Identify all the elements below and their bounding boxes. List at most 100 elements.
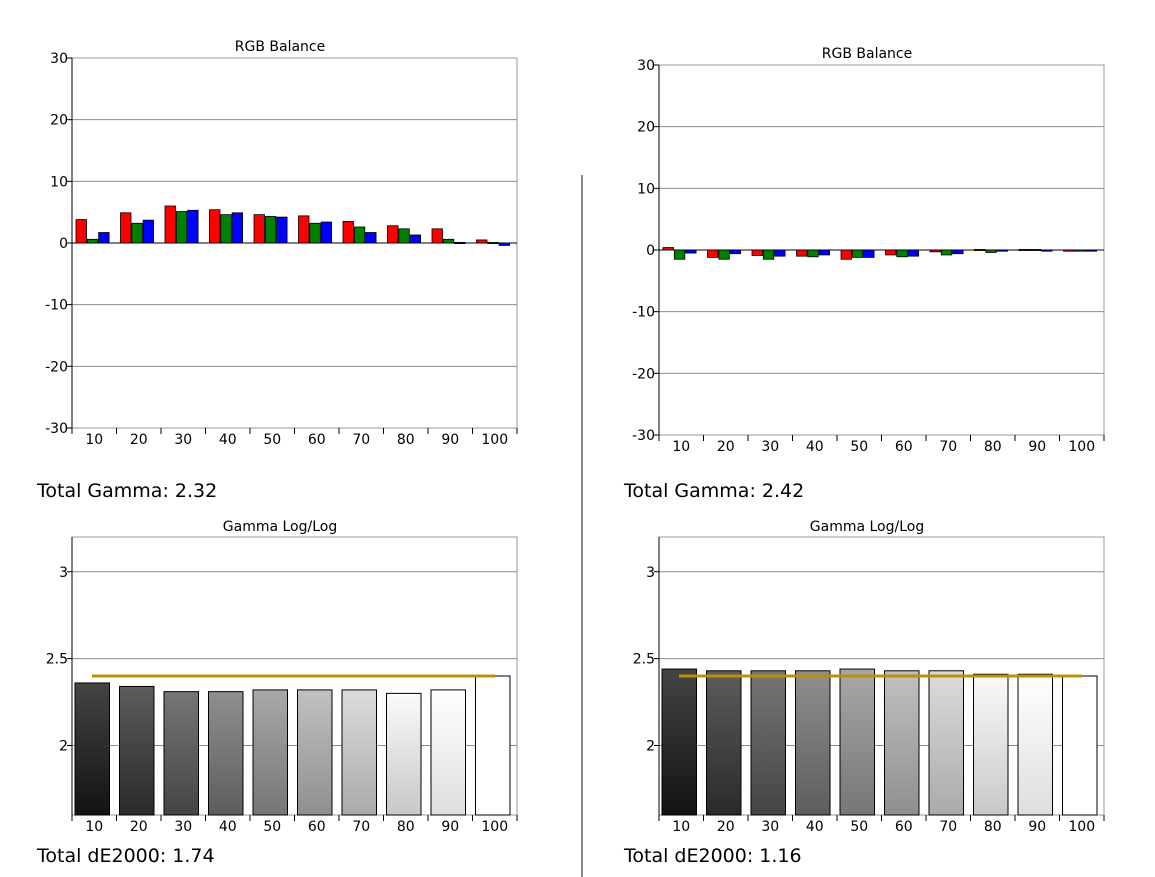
chart-title: RGB Balance [822, 46, 912, 62]
x-tick-label: 10 [672, 439, 690, 455]
x-tick-label: 90 [1028, 819, 1046, 835]
bar-green-80 [985, 249, 997, 253]
bar-blue-80 [996, 249, 1008, 252]
bar-green-10 [86, 238, 99, 244]
x-tick-label: 100 [481, 432, 508, 448]
bar-green-20 [131, 222, 143, 244]
bar-green-70 [940, 249, 953, 256]
bar-gamma-80 [386, 692, 422, 816]
x-tick-label: 70 [352, 432, 370, 448]
bar-red-100 [476, 239, 488, 244]
x-tick-label: 40 [219, 432, 237, 448]
x-tick-label: 30 [174, 819, 192, 835]
bar-red-60 [885, 249, 897, 256]
y-tick-label: 0 [646, 243, 655, 259]
bar-blue-40 [231, 212, 244, 244]
x-tick-label: 80 [397, 819, 415, 835]
total-gamma-label: Total Gamma: 2.32 [36, 480, 217, 502]
x-tick-label: 80 [984, 439, 1002, 455]
bar-gamma-50 [252, 689, 288, 816]
bar-red-20 [707, 249, 719, 258]
x-tick-label: 40 [806, 819, 824, 835]
rgb-balance-chart-right: RGB Balance Total Gamma: 2.42 3020100-10… [623, 46, 1105, 502]
x-tick-label: 50 [850, 439, 868, 455]
x-tick-label: 40 [219, 819, 237, 835]
x-tick-label: 100 [1068, 439, 1095, 455]
bar-gamma-20 [706, 670, 742, 816]
x-tick-label: 90 [441, 819, 459, 835]
y-tick-label: 2 [646, 739, 655, 755]
x-tick-label: 60 [895, 439, 913, 455]
total-gamma-label: Total Gamma: 2.42 [623, 480, 804, 502]
gamma-loglog-chart-right: Gamma Log/Log Total dE2000: 1.16 3 2.5 2 10… [623, 519, 1105, 867]
bar-blue-90 [1041, 249, 1053, 252]
x-tick-label: 100 [1068, 819, 1095, 835]
bar-green-20 [718, 249, 730, 260]
y-tick-label: 20 [637, 120, 655, 136]
rgb-balance-chart-left: RGB Balance Total Gamma: 2.32 3020100-10… [36, 39, 518, 502]
bar-gamma-40 [208, 691, 244, 816]
x-tick-label: 20 [717, 439, 735, 455]
x-tick-label: 90 [441, 432, 459, 448]
bar-red-100 [1063, 249, 1075, 252]
bar-blue-70 [365, 232, 377, 244]
bar-red-40 [209, 209, 221, 244]
x-tick-label: 70 [939, 819, 957, 835]
y-tick-label: 3 [59, 565, 68, 581]
bar-red-40 [796, 249, 808, 257]
y-tick-label: 0 [59, 236, 68, 252]
bar-green-40 [220, 214, 232, 244]
y-tick-label: 2.5 [633, 652, 655, 668]
x-tick-label: 20 [130, 432, 148, 448]
bar-green-70 [353, 226, 366, 244]
bar-blue-60 [907, 249, 919, 257]
bar-blue-20 [729, 249, 741, 255]
bar-red-70 [929, 249, 941, 253]
bar-green-30 [175, 211, 188, 244]
x-tick-label: 30 [174, 432, 192, 448]
y-tick-label: -20 [632, 366, 655, 382]
y-tick-label: 30 [637, 58, 655, 74]
bar-green-100 [487, 241, 499, 244]
bar-red-70 [342, 221, 354, 244]
bar-green-80 [398, 228, 410, 244]
bar-gamma-20 [119, 685, 155, 816]
bar-blue-70 [952, 249, 964, 255]
y-tick-label: -10 [45, 298, 68, 314]
bar-green-10 [673, 249, 686, 260]
x-tick-label: 20 [717, 819, 735, 835]
bar-gamma-10 [661, 668, 697, 816]
y-tick-label: 10 [637, 181, 655, 197]
y-tick-label: 2.5 [46, 652, 68, 668]
x-tick-label: 50 [263, 819, 281, 835]
x-tick-label: 20 [130, 819, 148, 835]
x-tick-label: 80 [984, 819, 1002, 835]
x-tick-label: 50 [850, 819, 868, 835]
y-tick-label: -30 [45, 421, 68, 437]
x-tick-label: 10 [85, 432, 103, 448]
bar-blue-30 [187, 209, 199, 244]
x-tick-label: 30 [761, 819, 779, 835]
x-tick-label: 100 [481, 819, 508, 835]
gamma-loglog-chart-left: Gamma Log/Log Total dE2000: 1.74 3 2.5 2 10… [36, 519, 518, 867]
bar-red-90 [1018, 248, 1030, 251]
bar-gamma-30 [750, 670, 786, 816]
bar-red-20 [120, 212, 132, 244]
bar-red-50 [840, 249, 852, 260]
x-tick-label: 90 [1028, 439, 1046, 455]
y-tick-label: -30 [632, 428, 655, 444]
bar-red-60 [298, 215, 310, 244]
bar-red-10 [75, 219, 87, 244]
bar-blue-80 [409, 234, 422, 244]
x-tick-label: 70 [352, 819, 370, 835]
bar-green-60 [896, 249, 908, 258]
bar-red-80 [974, 248, 986, 251]
bar-blue-100 [498, 242, 511, 246]
bar-green-30 [762, 249, 775, 260]
bar-gamma-80 [973, 673, 1009, 816]
bar-blue-100 [1085, 249, 1097, 252]
bar-gamma-90 [1017, 673, 1053, 816]
bar-green-100 [1074, 249, 1086, 252]
y-tick-label: 3 [646, 565, 655, 581]
